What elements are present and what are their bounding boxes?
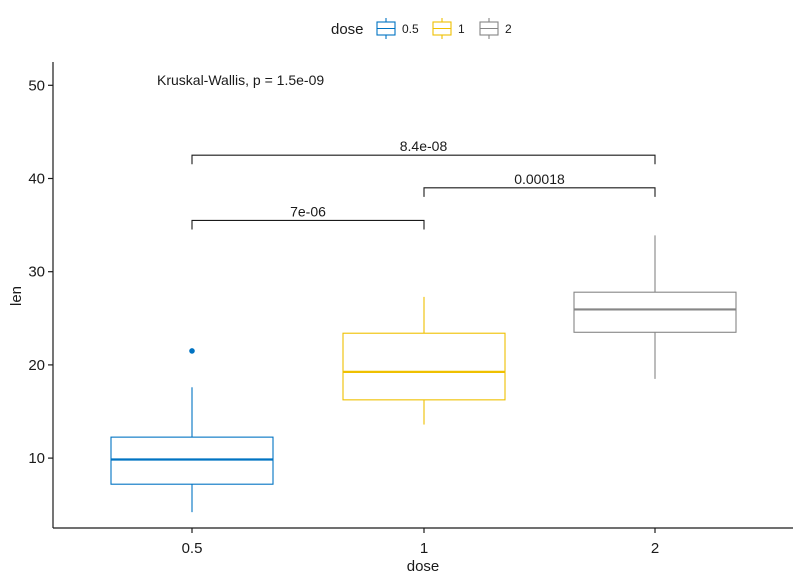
x-axis-title: dose — [407, 558, 440, 575]
legend-item-1: 1 — [432, 18, 465, 39]
y-axis-title: len — [8, 286, 25, 306]
comparison-bracket: 0.00018 — [423, 171, 656, 197]
box-1 — [342, 296, 506, 425]
comparison-p-value: 0.00018 — [514, 171, 565, 187]
comparison-p-value: 7e-06 — [290, 203, 326, 219]
box-2 — [573, 235, 737, 379]
comparison-brackets: 7e-06 0.00018 8.4e-08 — [191, 138, 656, 230]
bracket-line — [191, 154, 656, 165]
bracket-line — [423, 187, 656, 197]
legend: dose 0.5 1 2 — [331, 18, 512, 39]
y-axis-ticks: 10 20 30 40 50 — [28, 77, 53, 467]
y-tick-label: 20 — [28, 357, 45, 374]
y-tick-label: 30 — [28, 264, 45, 281]
outlier-point — [189, 348, 195, 354]
bracket-line — [191, 219, 425, 230]
y-tick-label: 40 — [28, 171, 45, 188]
box-0.5 — [110, 348, 274, 513]
comparison-bracket: 7e-06 — [191, 203, 425, 230]
legend-item-0.5: 0.5 — [376, 18, 419, 39]
y-tick-label: 50 — [28, 77, 45, 94]
legend-item-2: 2 — [479, 18, 512, 39]
iqr-box — [110, 436, 274, 485]
x-tick-label: 1 — [420, 540, 428, 557]
boxes — [110, 235, 737, 513]
iqr-box — [342, 332, 506, 401]
x-axis-ticks: 0.5 1 2 — [182, 528, 659, 557]
legend-label: 2 — [505, 22, 512, 36]
comparison-bracket: 8.4e-08 — [191, 138, 656, 165]
x-tick-label: 2 — [651, 540, 659, 557]
x-tick-label: 0.5 — [182, 540, 203, 557]
legend-title: dose — [331, 21, 364, 38]
y-tick-label: 10 — [28, 450, 45, 467]
legend-label: 0.5 — [402, 22, 419, 36]
legend-label: 1 — [458, 22, 465, 36]
comparison-p-value: 8.4e-08 — [400, 138, 448, 154]
iqr-box — [573, 291, 737, 333]
global-test-label: Kruskal-Wallis, p = 1.5e-09 — [157, 72, 324, 88]
